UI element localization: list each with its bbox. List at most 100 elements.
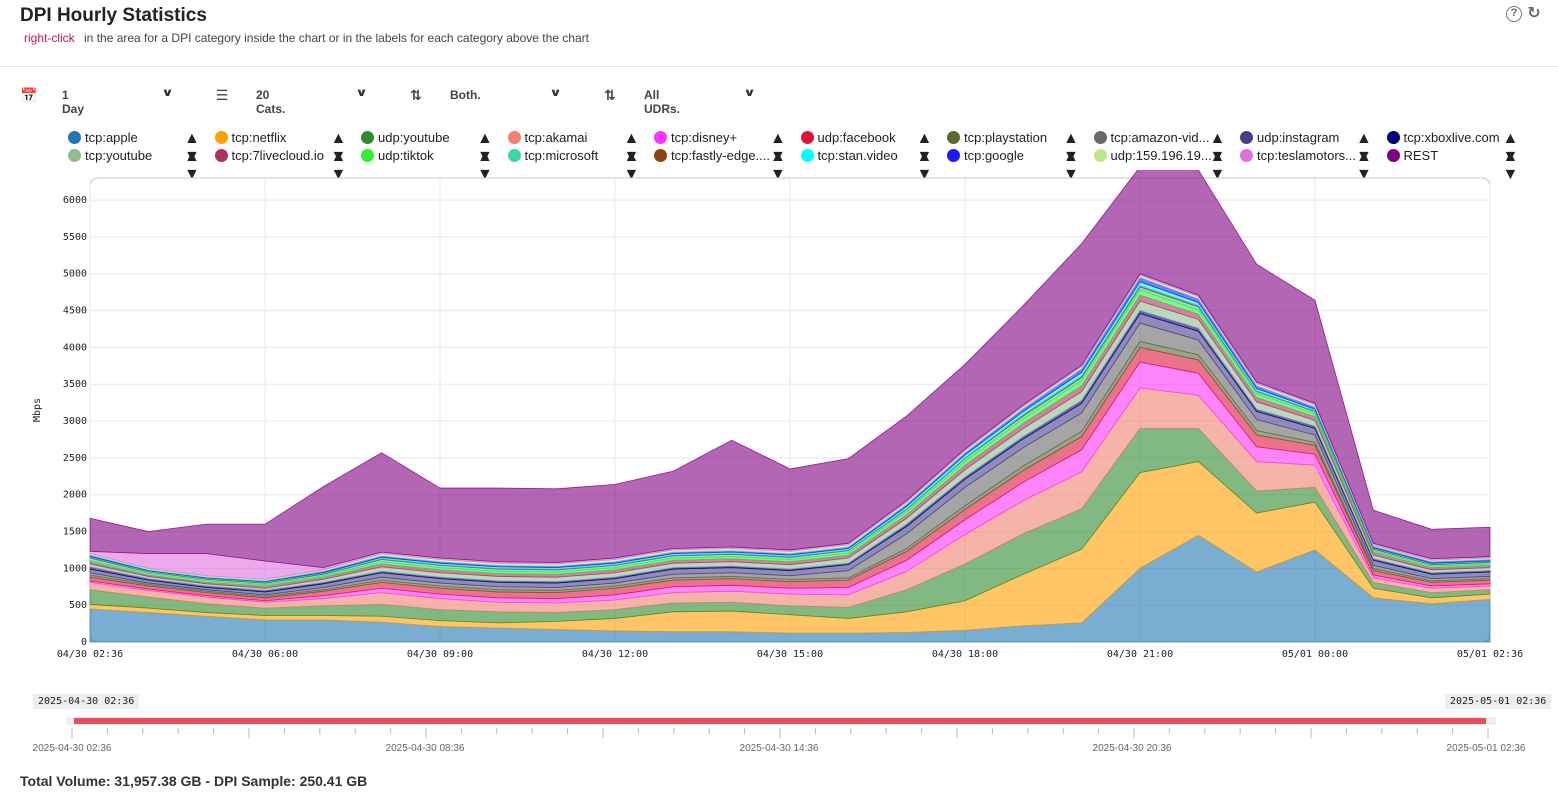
legend-label: tcp:google bbox=[964, 147, 1024, 163]
legend-item[interactable]: udp:youtube bbox=[361, 128, 450, 146]
y-tick-label: 5000 bbox=[63, 269, 87, 280]
legend-item[interactable]: tcp:amazon-vid... bbox=[1093, 128, 1210, 146]
legend-item[interactable]: tcp:apple bbox=[68, 128, 138, 146]
y-tick-label: 4000 bbox=[63, 342, 87, 353]
sort-arrows-icon[interactable]: ▲ ▼ bbox=[916, 130, 933, 165]
legend-color-dot bbox=[507, 130, 521, 144]
legend-item[interactable]: tcp:google bbox=[947, 146, 1024, 164]
y-tick-label: 2000 bbox=[63, 490, 87, 501]
y-tick-label: 4500 bbox=[63, 306, 87, 317]
help-icon[interactable]: ? bbox=[1506, 6, 1522, 22]
legend-item[interactable]: tcp:playstation bbox=[947, 128, 1047, 146]
sort-arrows-icon[interactable]: ▲ ▼ bbox=[1502, 130, 1519, 165]
footer-summary: Total Volume: 31,957.38 GB - DPI Sample:… bbox=[20, 773, 368, 789]
x-tick-label: 04/30 21:00 bbox=[1107, 649, 1173, 660]
sort-arrows-icon[interactable]: ▲ ▼ bbox=[1502, 148, 1519, 183]
navigator-label: 2025-04-30 08:36 bbox=[385, 743, 465, 754]
calendar-icon: 📅 bbox=[20, 86, 38, 103]
legend-item[interactable]: tcp:stan.video bbox=[800, 146, 898, 164]
area-series-rest[interactable] bbox=[89, 170, 1491, 569]
x-tick-label: 04/30 15:00 bbox=[757, 649, 823, 660]
legend-color-dot bbox=[800, 148, 814, 162]
sort-arrows-icon[interactable]: ▲ ▼ bbox=[1356, 130, 1372, 165]
legend-label: tcp:disney+ bbox=[671, 129, 738, 145]
legend-color-dot bbox=[947, 148, 960, 162]
sort-arrows-icon[interactable]: ▲ ▼ bbox=[1209, 130, 1226, 165]
legend-item[interactable]: tcp:7livecloud.io bbox=[214, 146, 325, 164]
legend-item[interactable]: REST bbox=[1386, 146, 1439, 164]
udrs-select[interactable]: ⇅ All UDRs. ∨ bbox=[602, 84, 756, 117]
legend-color-dot bbox=[68, 130, 81, 144]
chevron-down-icon: ∨ bbox=[355, 87, 368, 99]
sort-arrows-icon[interactable]: ▲ ▼ bbox=[330, 130, 347, 165]
legend-item[interactable]: udp:facebook bbox=[800, 128, 896, 146]
x-tick-label: 04/30 09:00 bbox=[407, 649, 473, 660]
legend-item[interactable]: udp:instagram bbox=[1240, 128, 1339, 146]
legend-color-dot bbox=[1240, 148, 1253, 162]
top-icons: ? ↻ bbox=[1506, 6, 1542, 22]
sort-arrows-icon[interactable]: ▲ ▼ bbox=[1063, 130, 1079, 165]
y-tick-label: 0 bbox=[81, 637, 87, 648]
categories-select[interactable]: ☰ 20 Cats. ∨ bbox=[214, 84, 368, 117]
sort-arrows-icon[interactable]: ▲ ▼ bbox=[770, 130, 786, 165]
stacked-area-chart[interactable]: 0 500 1000 1500 2000 2500 3000 3500 4000 4500 5000… bbox=[0, 170, 1558, 670]
legend-label: tcp:netflix bbox=[231, 129, 287, 145]
x-tick-label: 04/30 06:00 bbox=[232, 649, 298, 660]
legend-item[interactable]: tcp:disney+ bbox=[654, 128, 737, 146]
legend-label: tcp:fastly-edge.... bbox=[671, 147, 770, 163]
legend-label: udp:youtube bbox=[378, 129, 450, 145]
navigator-label: 2025-04-30 20:36 bbox=[1092, 743, 1172, 754]
legend-item[interactable]: tcp:youtube bbox=[68, 146, 152, 164]
chevron-down-icon: ∨ bbox=[743, 87, 756, 99]
legend-label: udp:instagram bbox=[1257, 129, 1340, 145]
legend-color-dot bbox=[1386, 130, 1400, 144]
y-tick-label: 1000 bbox=[63, 563, 87, 574]
page-title: DPI Hourly Statistics bbox=[20, 5, 207, 26]
legend-color-dot bbox=[1093, 130, 1107, 144]
chevron-down-icon: ∨ bbox=[161, 87, 174, 99]
legend-item[interactable]: tcp:netflix bbox=[214, 128, 287, 146]
legend-label: tcp:akamai bbox=[524, 129, 588, 145]
hint-action: right-click bbox=[24, 31, 75, 45]
sort-arrows-icon[interactable]: ▲ ▼ bbox=[623, 130, 640, 165]
legend-color-dot bbox=[361, 130, 374, 144]
direction-select[interactable]: ⇅ Both. ∨ bbox=[408, 84, 562, 106]
legend-label: tcp:7livecloud.io bbox=[231, 147, 325, 163]
range-scroller[interactable] bbox=[66, 717, 1496, 725]
sort-lines-icon: ☰ bbox=[215, 86, 229, 103]
up-down-arrows-icon: ⇅ bbox=[604, 86, 616, 103]
legend-label: tcp:amazon-vid... bbox=[1110, 129, 1210, 145]
y-tick-label: 500 bbox=[69, 600, 87, 611]
legend-item[interactable]: tcp:akamai bbox=[507, 128, 588, 146]
y-tick-label: 3500 bbox=[63, 379, 87, 390]
chevron-down-icon: ∨ bbox=[549, 87, 562, 99]
sort-arrows-icon[interactable]: ▲ ▼ bbox=[477, 130, 493, 165]
period-select[interactable]: 📅 1 Day ∨ bbox=[20, 84, 174, 117]
range-selection-bar[interactable] bbox=[74, 718, 1486, 724]
navigator-label: 2025-04-30 14:36 bbox=[739, 743, 819, 754]
legend-label: tcp:youtube bbox=[85, 147, 153, 163]
navigator-label: 2025-05-01 02:36 bbox=[1446, 743, 1526, 754]
legend-label: REST bbox=[1403, 147, 1439, 163]
navigator-label: 2025-04-30 02:36 bbox=[32, 743, 112, 754]
legend-item[interactable]: tcp:microsoft bbox=[507, 146, 598, 164]
udrs-value: All UDRs. bbox=[644, 88, 681, 116]
legend-color-dot bbox=[654, 130, 667, 144]
legend-label: tcp:apple bbox=[85, 129, 138, 145]
legend-label: tcp:xboxlive.com bbox=[1403, 129, 1500, 145]
legend-item[interactable]: udp:tiktok bbox=[361, 146, 434, 164]
chart-legend: tcp:apple ▲ ▼ tcp:netflix ▲ ▼ udp:youtube ▲ ▼ tcp… bbox=[68, 128, 1519, 183]
x-tick-label: 05/01 00:00 bbox=[1282, 649, 1348, 660]
legend-item[interactable]: tcp:xboxlive.com bbox=[1386, 128, 1500, 146]
y-axis-label: Mbps bbox=[32, 398, 43, 422]
range-end-box: 2025-05-01 02:36 bbox=[1445, 694, 1552, 709]
legend-label: udp:159.196.19... bbox=[1110, 147, 1212, 163]
legend-item[interactable]: tcp:teslamotors... bbox=[1240, 146, 1356, 164]
up-down-arrows-icon: ⇅ bbox=[410, 86, 422, 103]
refresh-icon[interactable]: ↻ bbox=[1527, 5, 1541, 22]
hint-description: in the area for a DPI category inside th… bbox=[84, 31, 589, 45]
legend-item[interactable]: udp:159.196.19... bbox=[1093, 146, 1212, 164]
sort-arrows-icon[interactable]: ▲ ▼ bbox=[184, 130, 200, 165]
x-tick-label: 04/30 18:00 bbox=[932, 649, 998, 660]
legend-item[interactable]: tcp:fastly-edge.... bbox=[654, 146, 770, 164]
